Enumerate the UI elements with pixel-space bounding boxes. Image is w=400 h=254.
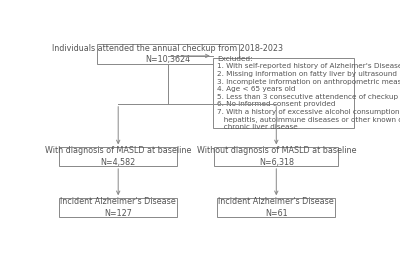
FancyBboxPatch shape [218,198,335,217]
Text: Without diagnosis of MASLD at baseline
N=6,318: Without diagnosis of MASLD at baseline N… [196,146,356,167]
FancyBboxPatch shape [96,44,239,64]
Text: With diagnosis of MASLD at baseline
N=4,582: With diagnosis of MASLD at baseline N=4,… [45,146,191,167]
Text: Individuals attended the annual checkup from 2018-2023
N=10,3624: Individuals attended the annual checkup … [52,44,283,64]
FancyBboxPatch shape [59,147,177,166]
FancyBboxPatch shape [59,198,177,217]
FancyBboxPatch shape [214,147,338,166]
Text: Incident Alzheimer's Disease
N=61: Incident Alzheimer's Disease N=61 [218,197,334,218]
Text: Excluded:
1. With self-reported history of Alzheimer's Disease
2. Missing inform: Excluded: 1. With self-reported history … [217,56,400,130]
FancyBboxPatch shape [213,58,354,128]
Text: Incident Alzheimer's Disease
N=127: Incident Alzheimer's Disease N=127 [60,197,176,218]
